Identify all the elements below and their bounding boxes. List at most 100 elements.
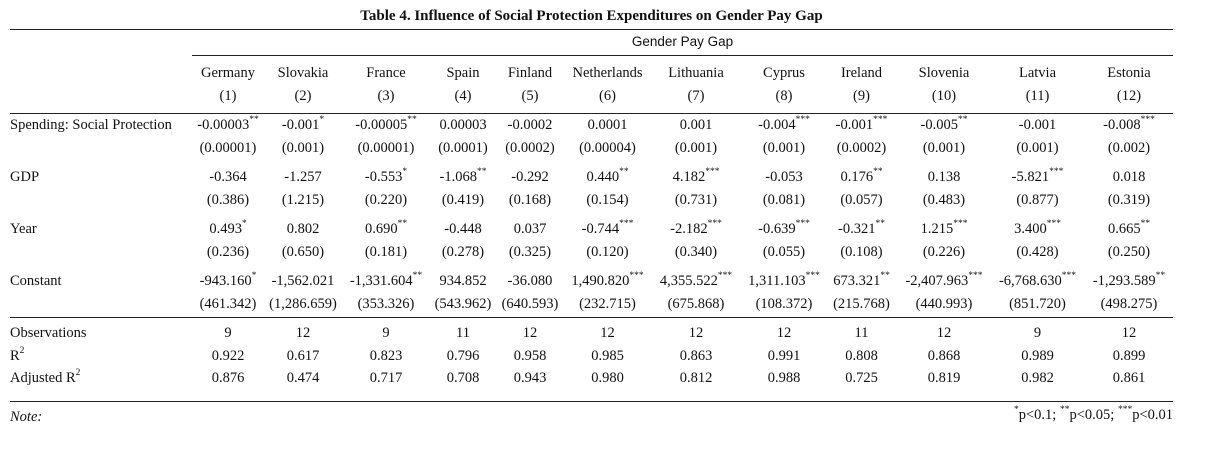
coefficient-value: -0.364	[209, 169, 247, 186]
standard-error-cell: (0.319)	[1107, 191, 1151, 208]
statistic-value: 0.725	[845, 370, 878, 387]
significance-stars: ***	[795, 115, 810, 126]
standard-error-cell: (0.108)	[840, 243, 883, 260]
coefficient-cell: -0.001***	[827, 114, 896, 137]
coefficient-cell: 4.182***	[651, 166, 741, 189]
significance-stars: **	[397, 219, 408, 230]
coefficient-row: GDP -0.364 -1.257 -0.553* -1.068** -0.292 0.44…	[8, 166, 1175, 189]
coefficient-cell: 4,355.522***	[651, 270, 741, 293]
column-number: (2)	[294, 87, 312, 104]
statistic-value: 12	[776, 325, 792, 342]
legend-text: p<0.1;	[1018, 407, 1057, 423]
column-header: Lithuania	[668, 65, 724, 82]
coefficient-cell: -0.004***	[741, 114, 827, 137]
coefficient-value: 1,490.820	[571, 273, 630, 290]
statistic-superscript: 2	[19, 345, 25, 356]
column-number: (3)	[377, 87, 395, 104]
standard-error-cell: (0.483)	[922, 191, 966, 208]
coefficient-value: 1.215	[920, 221, 954, 238]
top-rule	[10, 29, 1173, 30]
coefficient-value: 0.00003	[439, 117, 487, 134]
coefficient-value: 1,311.103	[748, 273, 806, 290]
standard-error-cell: (0.877)	[1016, 191, 1059, 208]
statistic-value: 0.922	[211, 347, 245, 364]
coefficient-value: -0.001	[281, 117, 320, 134]
coefficient-cell: 934.852	[430, 270, 496, 293]
statistic-value: 0.868	[927, 347, 961, 364]
statistic-value: 0.812	[679, 370, 713, 387]
significance-stars: ***	[953, 219, 968, 230]
standard-error-cell: (0.001)	[281, 139, 325, 156]
standard-error-cell: (461.342)	[199, 295, 257, 312]
coefficient-cell: 0.00003	[430, 114, 496, 137]
standard-error-cell: (0.0002)	[505, 139, 555, 156]
statistic-label: Observations	[10, 325, 87, 342]
coefficient-value: -0.448	[444, 221, 482, 238]
statistic-value: 0.985	[591, 347, 624, 364]
standard-error-cell: (0.00001)	[199, 139, 257, 156]
significance-stars: **	[1140, 219, 1151, 230]
coefficient-value: -5.821	[1011, 169, 1050, 186]
significance-stars: ***	[1061, 271, 1077, 282]
coefficient-value: 0.802	[286, 221, 320, 238]
standard-error-cell: (0.325)	[508, 243, 552, 260]
standard-error-cell: (0.001)	[922, 139, 966, 156]
coefficient-cell: 0.440**	[564, 166, 651, 189]
standard-error-cell: (0.00004)	[579, 139, 636, 156]
standard-error-cell: (675.868)	[667, 295, 725, 312]
legend-stars: ***	[1117, 405, 1133, 416]
header-rule	[10, 113, 1173, 114]
statistic-value: 0.958	[513, 347, 547, 364]
standard-error-cell: (1,286.659)	[269, 295, 337, 312]
statistic-value: 0.876	[211, 370, 245, 387]
coefficient-cell: 1,490.820***	[564, 270, 651, 293]
statistic-value: 0.863	[679, 347, 713, 364]
statistic-row: Observations 9 12 9 11 12 12 12 12 11 12 9 12	[8, 322, 1175, 345]
significance-stars: **	[875, 219, 885, 230]
coefficient-cell: -0.00003**	[192, 114, 264, 137]
standard-error-cell: (440.993)	[915, 295, 973, 312]
standard-error-cell: (108.372)	[755, 295, 813, 312]
standard-error-cell: (353.326)	[357, 295, 415, 312]
column-group-title: Gender Pay Gap	[631, 34, 734, 49]
coefficient-cell: 1.215***	[896, 218, 992, 241]
coefficient-value: 0.001	[679, 117, 713, 134]
group-rule	[192, 55, 1173, 56]
standard-error-row: (461.342) (1,286.659) (353.326) (543.962) (6…	[8, 293, 1175, 316]
header-row-names: Germany Slovakia France Spain Finland Netherl…	[8, 62, 1175, 85]
standard-error-row: (0.00001) (0.001) (0.00001) (0.0001) (0.0002…	[8, 137, 1175, 160]
coefficient-value: -0.0002	[507, 117, 553, 134]
significance-stars: ***	[707, 219, 722, 230]
coefficient-cell: -36.080	[496, 270, 564, 293]
bottom-rule	[10, 401, 1173, 402]
coefficient-value: 0.690	[364, 221, 398, 238]
significance-stars: ***	[795, 219, 810, 230]
statistic-value: 12	[936, 325, 952, 342]
standard-error-row: (0.386) (1.215) (0.220) (0.419) (0.168) (0.15…	[8, 189, 1175, 212]
significance-stars: ***	[705, 167, 720, 178]
column-number: (7)	[687, 87, 705, 104]
significance-stars: *	[251, 271, 257, 282]
standard-error-cell: (0.340)	[674, 243, 718, 260]
coefficient-cell: -0.364	[192, 166, 264, 189]
statistic-value: 0.708	[446, 370, 480, 387]
coefficient-value: -0.004	[758, 117, 796, 134]
column-number: (9)	[853, 87, 870, 104]
coefficient-value: 0.0001	[587, 117, 628, 134]
significance-stars: *	[241, 219, 247, 230]
significance-stars: ***	[1046, 219, 1061, 230]
standard-error-cell: (0.001)	[1016, 139, 1059, 156]
coefficient-cell: -1,562.021	[264, 270, 342, 293]
significance-stars: ***	[629, 271, 644, 282]
coefficient-cell: -0.0002	[496, 114, 564, 137]
coefficient-value: -0.00005	[355, 117, 408, 134]
coefficient-cell: 0.001	[651, 114, 741, 137]
standard-error-cell: (543.962)	[434, 295, 492, 312]
standard-error-cell: (0.250)	[1107, 243, 1151, 260]
coefficient-cell: 0.176**	[827, 166, 896, 189]
coefficient-cell: -0.639***	[741, 218, 827, 241]
coefficient-value: 4,355.522	[659, 273, 718, 290]
coefficient-row: Spending: Social Protection -0.00003** -0.…	[8, 114, 1175, 137]
coefficient-value: 4.182	[672, 169, 706, 186]
standard-error-cell: (0.081)	[762, 191, 806, 208]
